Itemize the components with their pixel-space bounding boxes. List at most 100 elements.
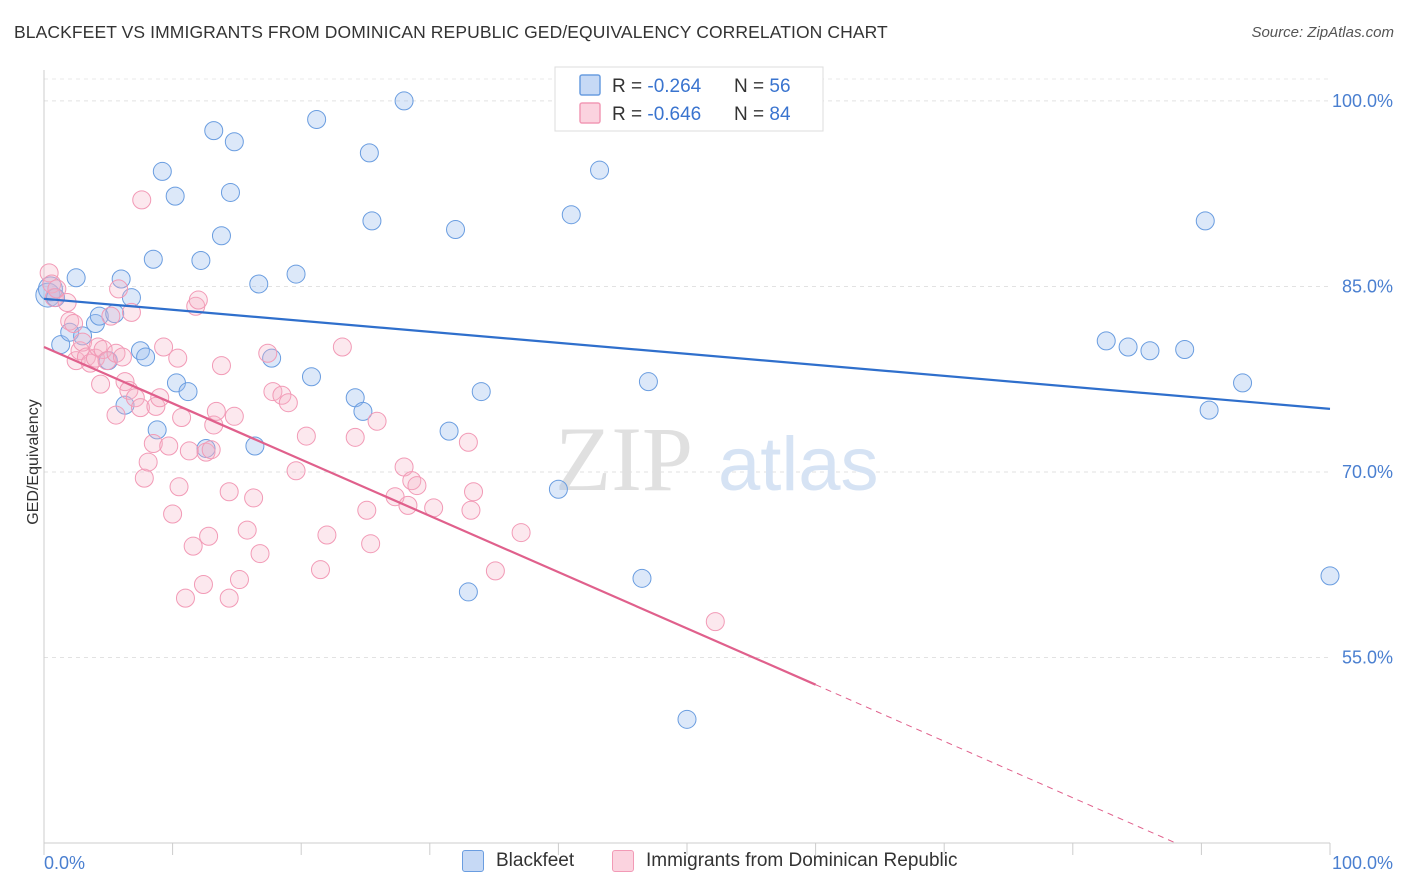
legend-n-value: 56 [769,76,790,97]
x-tick-label-max: 100.0% [1332,853,1393,873]
dominican-point [125,388,145,408]
dominican-point [88,337,108,357]
dominican-point [332,337,352,357]
dominican-point [134,468,154,488]
dominican-point [91,374,111,394]
legend-n-value: 84 [769,104,791,125]
blackfeet-point [1175,340,1195,360]
dominican-point [705,612,725,632]
watermark-atlas: atlas [718,422,879,507]
axes [43,70,1331,855]
dominican-point [296,426,316,446]
data-points [35,91,1340,729]
dominican-point [175,588,195,608]
dominican-point [310,560,330,580]
dominican-point [93,340,113,360]
y-tick-labels: 100.0% 85.0% 70.0% 55.0% [1332,91,1393,668]
y-tick-label: 70.0% [1342,462,1393,482]
y-axis-label: GED/Equivalency [25,399,42,524]
dominican-point [130,398,150,418]
dominican-point [159,436,179,456]
dominican-point [361,534,381,554]
dominican-point [106,343,126,363]
blackfeet-point [1118,337,1138,357]
legend-swatch-pink [612,850,634,872]
blackfeet-point [632,568,652,588]
y-tick-label: 85.0% [1342,276,1393,296]
blackfeet-point [1096,331,1116,351]
trend-lines [43,297,1331,844]
source-label: Source: ZipAtlas.com [1251,24,1394,41]
dominican-trend-extension [815,684,1176,844]
legend-swatch [579,74,601,96]
blackfeet-point [394,91,414,111]
legend-r-value: -0.264 [647,76,701,97]
chart-title: BLACKFEET VS IMMIGRANTS FROM DOMINICAN R… [14,22,888,42]
blackfeet-point [286,264,306,284]
dominican-point [73,332,93,352]
blackfeet-point [89,306,109,326]
dominican-point [193,575,213,595]
dominican-point [138,452,158,472]
legend-item-dominican: Immigrants from Dominican Republic [612,850,958,872]
blackfeet-point [136,347,156,367]
dominican-point [39,263,59,283]
legend-top: R = -0.264 N = 56 R = -0.646 N = 84 [554,66,824,132]
dominican-point [143,434,163,454]
dominican-point [485,561,505,581]
legend-stat-row: R = -0.646 N = 84 [612,104,791,125]
blackfeet-point [152,161,172,181]
dominican-point [357,500,377,520]
dominican-point [101,306,121,326]
legend-n-label: N = [734,76,769,97]
blackfeet-point [1140,341,1160,361]
blackfeet-point [66,268,86,288]
blackfeet-point [548,479,568,499]
blackfeet-point [638,372,658,392]
dominican-point [112,347,132,367]
dominican-point [169,477,189,497]
blackfeet-point [178,382,198,402]
blackfeet-point [458,582,478,602]
y-tick-label: 55.0% [1342,647,1393,667]
legend-bottom: Blackfeet Immigrants from Dominican Repu… [0,850,1406,880]
blackfeet-point [301,367,321,387]
legend-r-value: -0.646 [647,104,701,125]
y-tick-label: 100.0% [1332,91,1393,111]
legend-swatch [579,102,601,124]
dominican-point [47,279,67,299]
dominican-point [183,536,203,556]
dominican-point [219,482,239,502]
blackfeet-point [211,226,231,246]
dominican-point [168,348,188,368]
x-tick-label-min: 0.0% [44,853,85,873]
dominican-point [64,314,84,334]
watermark-zip: ZIP [555,408,693,510]
blackfeet-trend-line [43,297,1331,410]
blackfeet-point [1195,211,1215,231]
dominican-point [272,385,292,405]
legend-stat-row: R = -0.264 N = 56 [612,76,791,97]
dominican-point [244,488,264,508]
dominican-point [458,432,478,452]
blackfeet-point [1199,400,1219,420]
legend-r-label: R = [612,76,647,97]
dominican-point [57,293,77,313]
dominican-point [461,500,481,520]
blackfeet-point [220,182,240,202]
dominican-point [172,408,192,428]
blackfeet-point [249,274,269,294]
dominican-point [199,526,219,546]
dominican-point [407,476,427,496]
dominican-point [179,441,199,461]
legend-item-blackfeet: Blackfeet [462,850,574,872]
x-tick-labels: 0.0% 100.0% [44,853,1393,873]
watermark: ZIP atlas [555,408,879,510]
dominican-point [250,544,270,564]
legend-n-label: N = [734,104,769,125]
blackfeet-point [307,109,327,129]
legend-label-dominican: Immigrants from Dominican Republic [646,850,958,871]
dominican-point [219,588,239,608]
blackfeet-point [1233,373,1253,393]
